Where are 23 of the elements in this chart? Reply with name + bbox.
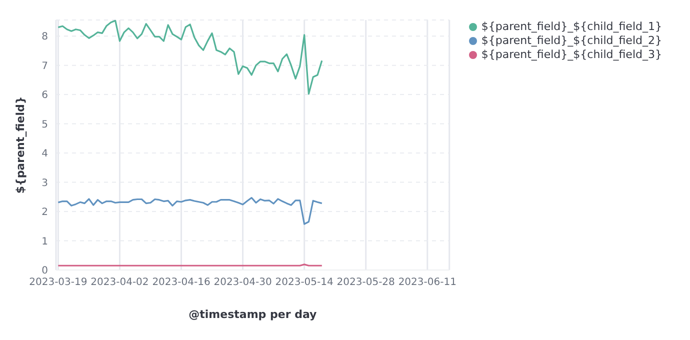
y-tick-label: 3	[42, 178, 48, 189]
y-tick-label: 0	[42, 266, 48, 277]
x-tick-label: 2023-04-02	[90, 277, 149, 288]
x-tick-label: 2023-04-30	[214, 277, 272, 288]
x-tick-label: 2023-03-19	[29, 277, 88, 288]
y-tick-label: 7	[42, 60, 48, 72]
x-tick-label: 2023-05-14	[275, 277, 334, 288]
x-axis-title: @timestamp per day	[188, 308, 317, 321]
line-series	[57, 20, 323, 95]
y-tick-label: 2	[42, 207, 48, 218]
y-tick-label: 8	[42, 32, 48, 43]
legend-label: ${parent_field}_${child_field_1}	[481, 20, 662, 33]
y-tick-label: 1	[42, 236, 48, 248]
x-tick-label: 2023-05-28	[336, 277, 395, 288]
legend-label: ${parent_field}_${child_field_2}	[481, 34, 662, 47]
line-series	[57, 196, 323, 225]
x-tick-label: 2023-04-16	[152, 277, 210, 288]
legend-label: ${parent_field}_${child_field_3}	[481, 48, 662, 61]
x-tick-label: 2023-06-11	[398, 277, 456, 288]
y-axis-title: ${parent_field}	[14, 96, 27, 194]
y-tick-label: 4	[42, 148, 48, 160]
y-tick-label: 5	[42, 119, 48, 130]
y-tick-label: 6	[42, 90, 48, 102]
